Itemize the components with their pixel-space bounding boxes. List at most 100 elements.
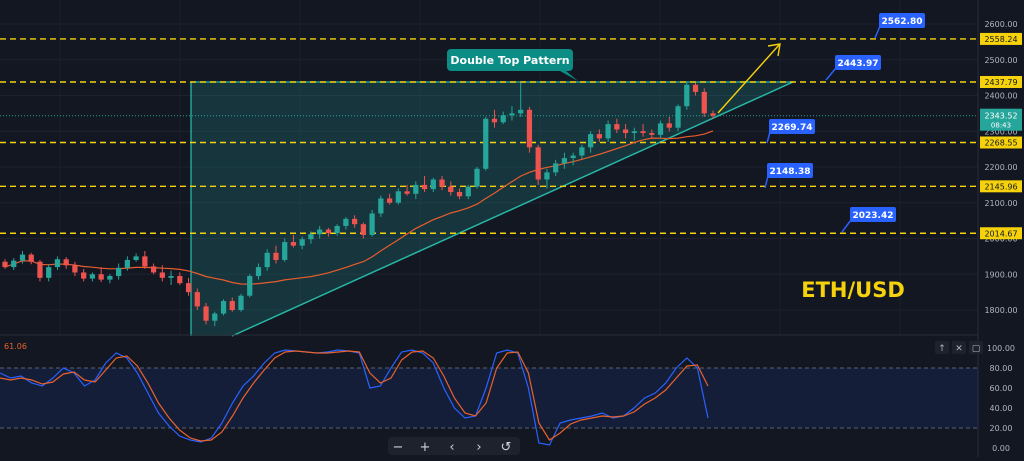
candle-body[interactable] xyxy=(500,115,506,123)
bottom-toolbar[interactable]: − + ‹ › ↺ xyxy=(388,437,520,455)
candle-body[interactable] xyxy=(666,123,672,128)
candle-body[interactable] xyxy=(701,91,707,114)
candle-body[interactable] xyxy=(675,106,681,128)
candle-body[interactable] xyxy=(255,267,262,277)
candle-body[interactable] xyxy=(421,184,428,190)
indicator-control-button[interactable] xyxy=(952,341,966,354)
candle-body[interactable] xyxy=(28,254,34,262)
candle-body[interactable] xyxy=(290,242,297,246)
candle-body[interactable] xyxy=(605,124,611,139)
candle-body[interactable] xyxy=(133,256,139,260)
candle-body[interactable] xyxy=(474,168,480,187)
candle-body[interactable] xyxy=(439,179,445,187)
candle-body[interactable] xyxy=(150,266,157,273)
candle-body[interactable] xyxy=(19,254,26,261)
zoom-out-button[interactable]: − xyxy=(393,440,404,455)
indicator-control-icon[interactable]: ✕ xyxy=(955,344,963,354)
candle-body[interactable] xyxy=(509,113,515,116)
candle-body[interactable] xyxy=(308,234,314,240)
candle-body[interactable] xyxy=(317,229,323,235)
candle-body[interactable] xyxy=(238,295,244,310)
price-axis[interactable]: 1800.001900.002000.002100.002200.002300.… xyxy=(977,0,1022,457)
candle-body[interactable] xyxy=(386,198,393,203)
candle-body[interactable] xyxy=(710,113,716,116)
candle-body[interactable] xyxy=(378,198,384,214)
candle-body[interactable] xyxy=(448,186,454,193)
indicator-control-icon[interactable]: ↑ xyxy=(938,344,946,354)
candle-body[interactable] xyxy=(325,229,332,234)
candle-body[interactable] xyxy=(640,131,646,134)
candle-body[interactable] xyxy=(247,276,253,296)
candle-body[interactable] xyxy=(622,129,629,134)
indicator-control-button[interactable] xyxy=(935,341,949,354)
callout-box xyxy=(835,55,881,70)
candle-body[interactable] xyxy=(81,272,87,279)
candle-body[interactable] xyxy=(194,292,200,307)
candle-body[interactable] xyxy=(579,147,585,156)
candle-body[interactable] xyxy=(544,172,550,180)
candle-body[interactable] xyxy=(54,259,61,268)
indicator-control-button[interactable] xyxy=(969,341,983,354)
indicator-control-icon[interactable]: ▢ xyxy=(972,344,981,354)
candle-body[interactable] xyxy=(264,252,270,268)
candle-body[interactable] xyxy=(491,118,498,123)
candle-body[interactable] xyxy=(369,213,375,235)
candlesticks[interactable] xyxy=(2,81,716,327)
candle-body[interactable] xyxy=(631,131,637,134)
candle-body[interactable] xyxy=(72,265,78,273)
candle-body[interactable] xyxy=(413,184,419,194)
candle-body[interactable] xyxy=(553,163,559,173)
candle-body[interactable] xyxy=(142,256,148,267)
candle-body[interactable] xyxy=(37,261,43,278)
candle-body[interactable] xyxy=(518,109,524,114)
candle-body[interactable] xyxy=(89,274,96,279)
candle-body[interactable] xyxy=(684,84,690,107)
candle-body[interactable] xyxy=(570,155,576,159)
indicator-controls[interactable]: ↑ ✕ ▢ xyxy=(935,341,983,354)
candle-body[interactable] xyxy=(649,133,655,135)
candle-body[interactable] xyxy=(11,260,17,268)
candle-body[interactable] xyxy=(483,118,489,169)
candle-body[interactable] xyxy=(63,259,69,266)
candle-body[interactable] xyxy=(561,158,568,164)
candle-body[interactable] xyxy=(465,186,471,197)
candle-body[interactable] xyxy=(299,239,305,246)
zoom-in-button[interactable]: + xyxy=(420,440,431,455)
candle-body[interactable] xyxy=(107,276,113,280)
candle-body[interactable] xyxy=(46,267,52,278)
candle-body[interactable] xyxy=(2,261,8,268)
candle-body[interactable] xyxy=(352,218,358,225)
candle-body[interactable] xyxy=(456,192,463,197)
candle-body[interactable] xyxy=(273,252,279,260)
candle-body[interactable] xyxy=(203,306,209,321)
scroll-left-button[interactable]: ‹ xyxy=(449,440,454,455)
candle-body[interactable] xyxy=(124,259,130,268)
candle-body[interactable] xyxy=(526,109,533,148)
candle-body[interactable] xyxy=(692,84,699,92)
candle-body[interactable] xyxy=(430,179,436,190)
candle-body[interactable] xyxy=(588,134,594,148)
candle-body[interactable] xyxy=(343,218,349,226)
candle-body[interactable] xyxy=(596,134,602,139)
candle-body[interactable] xyxy=(116,267,122,277)
candle-body[interactable] xyxy=(185,283,192,293)
candle-body[interactable] xyxy=(159,272,165,278)
candle-body[interactable] xyxy=(282,242,288,260)
candle-body[interactable] xyxy=(168,276,174,278)
candle-body[interactable] xyxy=(535,147,541,180)
candle-body[interactable] xyxy=(404,191,410,194)
candle-body[interactable] xyxy=(177,276,183,284)
candle-body[interactable] xyxy=(220,301,227,314)
candle-body[interactable] xyxy=(657,123,664,135)
candle-body[interactable] xyxy=(395,191,401,203)
candle-body[interactable] xyxy=(614,124,620,130)
candle-body[interactable] xyxy=(360,224,366,235)
candle-body[interactable] xyxy=(212,313,218,321)
scroll-right-button[interactable]: › xyxy=(476,440,481,455)
reset-button[interactable]: ↺ xyxy=(501,440,512,455)
candle-body[interactable] xyxy=(334,225,340,234)
candle-body[interactable] xyxy=(98,274,104,280)
candle-body[interactable] xyxy=(229,301,235,310)
